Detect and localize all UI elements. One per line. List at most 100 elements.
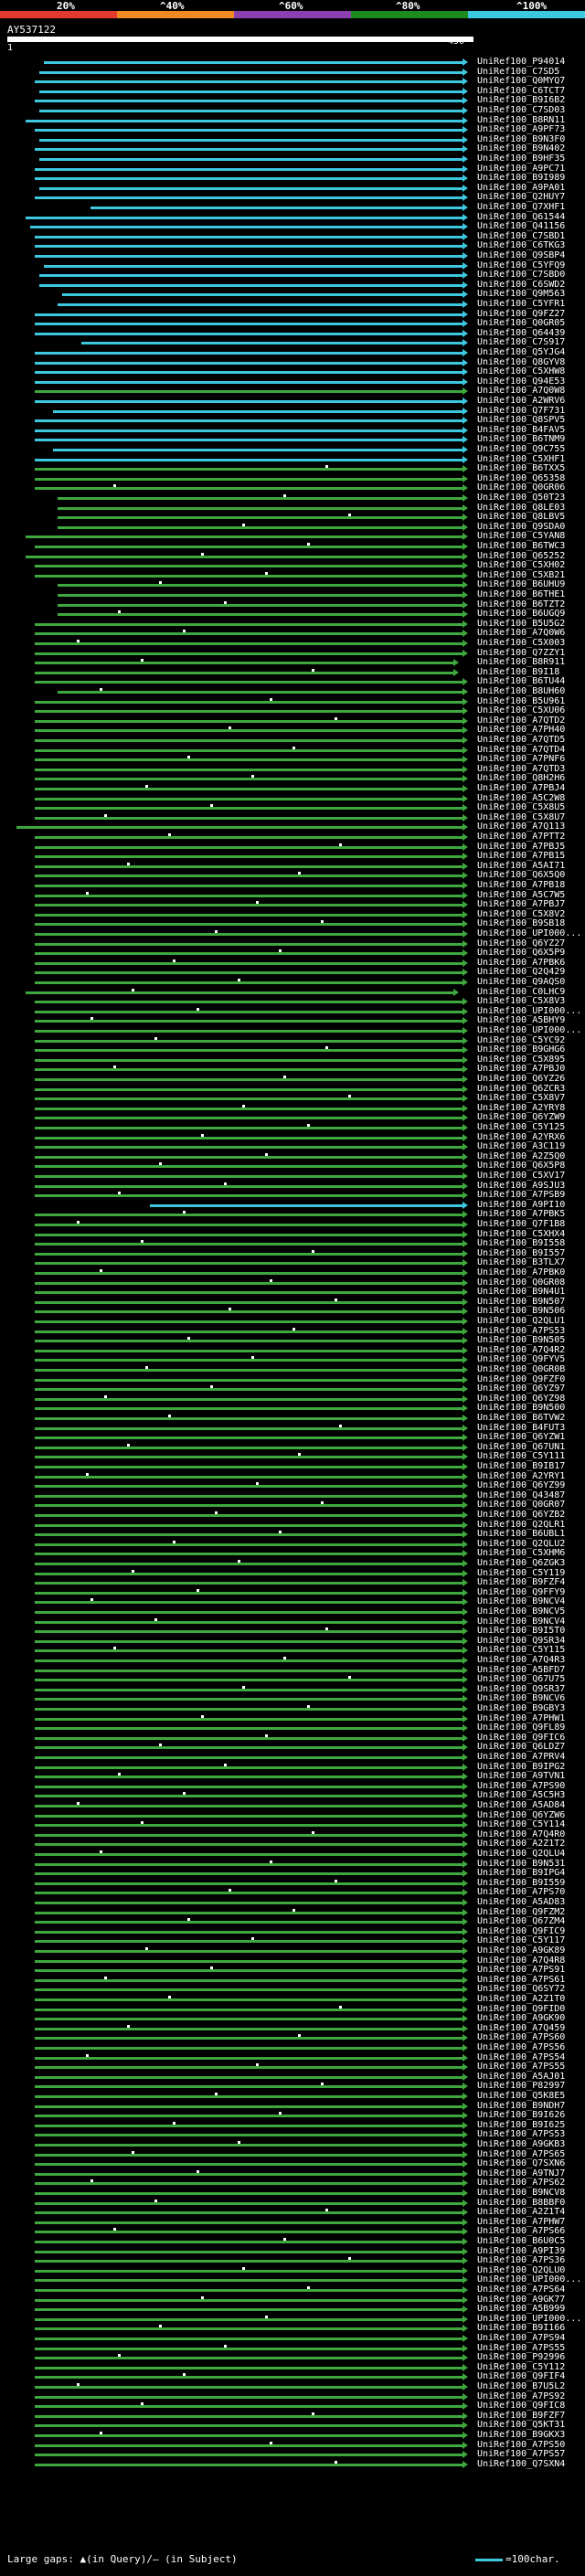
hit-label[interactable]: UniRef100_B6TWC3 — [477, 541, 566, 551]
hit-label[interactable]: UniRef100_C5X8U5 — [477, 802, 566, 813]
hit-label[interactable]: UniRef100_B9I989 — [477, 173, 566, 184]
hit-row[interactable]: UniRef100_A7Q4R3 — [0, 1655, 585, 1666]
hit-row[interactable]: UniRef100_A7QTD5 — [0, 735, 585, 746]
hit-label[interactable]: UniRef100_B4FUT3 — [477, 1422, 566, 1433]
hit-row[interactable]: UniRef100_A7PBK6 — [0, 958, 585, 969]
hit-label[interactable]: UniRef100_B9NCV4 — [477, 1616, 566, 1627]
hit-label[interactable]: UniRef100_A2WRV6 — [477, 396, 566, 406]
hit-label[interactable]: UniRef100_B9IPG2 — [477, 1761, 566, 1772]
hit-row[interactable]: UniRef100_B6TNM9 — [0, 434, 585, 445]
hit-label[interactable]: UniRef100_Q6YZW9 — [477, 1112, 566, 1123]
hit-row[interactable]: UniRef100_A7PS94 — [0, 2333, 585, 2344]
hit-label[interactable]: UniRef100_A2Z5Q0 — [477, 1150, 566, 1161]
hit-row[interactable]: UniRef100_Q67ZM4 — [0, 1916, 585, 1927]
hit-label[interactable]: UniRef100_Q9FYV5 — [477, 1354, 566, 1365]
hit-row[interactable]: UniRef100_B9N3F0 — [0, 134, 585, 145]
hit-row[interactable]: UniRef100_C5X003 — [0, 638, 585, 649]
hit-label[interactable]: UniRef100_C5Y115 — [477, 1645, 566, 1656]
hit-row[interactable]: UniRef100_Q6YZ99 — [0, 1480, 585, 1491]
hit-label[interactable]: UniRef100_B9FZF7 — [477, 2410, 566, 2421]
hit-row[interactable]: UniRef100_B6TWC3 — [0, 541, 585, 552]
hit-row[interactable]: UniRef100_Q9M563 — [0, 289, 585, 300]
hit-row[interactable]: UniRef100_Q43487 — [0, 1490, 585, 1501]
hit-label[interactable]: UniRef100_A2YRY1 — [477, 1470, 566, 1481]
hit-label[interactable]: UniRef100_Q8GYV8 — [477, 356, 566, 367]
hit-row[interactable]: UniRef100_B9NCV5 — [0, 1606, 585, 1617]
hit-row[interactable]: UniRef100_Q5KT31 — [0, 2420, 585, 2431]
hit-row[interactable]: UniRef100_B9I989 — [0, 173, 585, 184]
hit-row[interactable]: UniRef100_C5Y119 — [0, 1568, 585, 1579]
hit-row[interactable]: UniRef100_A7PS65 — [0, 2149, 585, 2160]
hit-row[interactable]: UniRef100_B9HF35 — [0, 154, 585, 164]
hit-row[interactable]: UniRef100_B8RN11 — [0, 115, 585, 126]
hit-label[interactable]: UniRef100_A9PA01 — [477, 182, 566, 193]
hit-row[interactable]: UniRef100_Q50T23 — [0, 493, 585, 504]
hit-label[interactable]: UniRef100_A9GKB3 — [477, 2139, 566, 2149]
hit-row[interactable]: UniRef100_A7PBJ4 — [0, 783, 585, 794]
hit-label[interactable]: UniRef100_Q0GR0B — [477, 1364, 566, 1374]
hit-row[interactable]: UniRef100_Q9FYV5 — [0, 1354, 585, 1365]
hit-label[interactable]: UniRef100_C5Y114 — [477, 1819, 566, 1830]
hit-label[interactable]: UniRef100_A7PBJ5 — [477, 841, 566, 852]
hit-label[interactable]: UniRef100_B9I5T0 — [477, 1626, 566, 1637]
hit-row[interactable]: UniRef100_A9PC71 — [0, 164, 585, 175]
hit-label[interactable]: UniRef100_Q6X5P8 — [477, 1161, 566, 1171]
hit-label[interactable]: UniRef100_B6UBL1 — [477, 1529, 566, 1540]
hit-label[interactable]: UniRef100_B9I625 — [477, 2119, 566, 2130]
hit-row[interactable]: UniRef100_C5YAN8 — [0, 531, 585, 542]
hit-row[interactable]: UniRef100_A9GK77 — [0, 2295, 585, 2306]
hit-label[interactable]: UniRef100_Q9SBP4 — [477, 250, 566, 260]
hit-row[interactable]: UniRef100_Q9SDA0 — [0, 522, 585, 533]
hit-row[interactable]: UniRef100_UPI000... — [0, 928, 585, 939]
hit-label[interactable]: UniRef100_B6TNM9 — [477, 434, 566, 445]
hit-row[interactable]: UniRef100_A5AJ01 — [0, 2072, 585, 2083]
hit-label[interactable]: UniRef100_UPI000... — [477, 928, 582, 938]
hit-row[interactable]: UniRef100_A7Q0W6 — [0, 628, 585, 639]
hit-row[interactable]: UniRef100_C5XHX4 — [0, 1229, 585, 1240]
hit-row[interactable]: UniRef100_A5AD84 — [0, 1800, 585, 1811]
hit-row[interactable]: UniRef100_Q6X5P8 — [0, 1161, 585, 1171]
hit-label[interactable]: UniRef100_B9I557 — [477, 1247, 566, 1258]
hit-label[interactable]: UniRef100_A7Q4R0 — [477, 1829, 566, 1839]
hit-row[interactable]: UniRef100_B6THE1 — [0, 589, 585, 600]
hit-label[interactable]: UniRef100_Q6YZ26 — [477, 1074, 566, 1084]
hit-row[interactable]: UniRef100_A2YRX6 — [0, 1132, 585, 1143]
hit-label[interactable]: UniRef100_C5X8V2 — [477, 908, 566, 919]
hit-label[interactable]: UniRef100_A9GK90 — [477, 2013, 566, 2024]
hit-row[interactable]: UniRef100_B9GHG6 — [0, 1044, 585, 1055]
hit-row[interactable]: UniRef100_B6UBL1 — [0, 1529, 585, 1540]
hit-row[interactable]: UniRef100_B9FZF4 — [0, 1577, 585, 1588]
hit-row[interactable]: UniRef100_Q9AQS0 — [0, 977, 585, 988]
hit-label[interactable]: UniRef100_A7PHW7 — [477, 2216, 566, 2227]
hit-label[interactable]: UniRef100_A7PS64 — [477, 2284, 566, 2295]
hit-label[interactable]: UniRef100_C5Y125 — [477, 1122, 566, 1132]
hit-label[interactable]: UniRef100_Q8SPV5 — [477, 415, 566, 426]
hit-label[interactable]: UniRef100_P94014 — [477, 57, 566, 67]
hit-row[interactable]: UniRef100_Q6YZB2 — [0, 1510, 585, 1521]
hit-label[interactable]: UniRef100_A7PNF6 — [477, 754, 566, 765]
hit-label[interactable]: UniRef100_A7QTD5 — [477, 735, 566, 745]
hit-label[interactable]: UniRef100_Q41156 — [477, 221, 566, 232]
hit-row[interactable]: UniRef100_A7PHW7 — [0, 2217, 585, 2228]
hit-label[interactable]: UniRef100_B9GKX3 — [477, 2430, 566, 2440]
hit-row[interactable]: UniRef100_Q0GR05 — [0, 318, 585, 329]
hit-label[interactable]: UniRef100_Q7SXN6 — [477, 2158, 566, 2169]
hit-row[interactable]: UniRef100_A9TVN1 — [0, 1771, 585, 1782]
hit-row[interactable]: UniRef100_B4FAV5 — [0, 425, 585, 436]
hit-label[interactable]: UniRef100_C7S917 — [477, 337, 566, 348]
hit-row[interactable]: UniRef100_C5Y125 — [0, 1122, 585, 1133]
hit-row[interactable]: UniRef100_Q9SR37 — [0, 1684, 585, 1695]
hit-row[interactable]: UniRef100_A7PNF6 — [0, 754, 585, 765]
hit-row[interactable]: UniRef100_Q8H2H6 — [0, 773, 585, 784]
hit-row[interactable]: UniRef100_B9NDH7 — [0, 2101, 585, 2112]
hit-label[interactable]: UniRef100_A7PB18 — [477, 880, 566, 890]
hit-label[interactable]: UniRef100_Q2QLU0 — [477, 2264, 566, 2275]
hit-label[interactable]: UniRef100_Q9FZF0 — [477, 1373, 566, 1384]
hit-label[interactable]: UniRef100_Q64439 — [477, 327, 566, 338]
hit-row[interactable]: UniRef100_Q8GYV8 — [0, 357, 585, 368]
hit-row[interactable]: UniRef100_B6TVW2 — [0, 1413, 585, 1424]
hit-row[interactable]: UniRef100_B9NCV8 — [0, 2188, 585, 2199]
hit-label[interactable]: UniRef100_Q50T23 — [477, 493, 566, 503]
hit-row[interactable]: UniRef100_B5U961 — [0, 696, 585, 707]
hit-label[interactable]: UniRef100_A7PS91 — [477, 1965, 566, 1976]
